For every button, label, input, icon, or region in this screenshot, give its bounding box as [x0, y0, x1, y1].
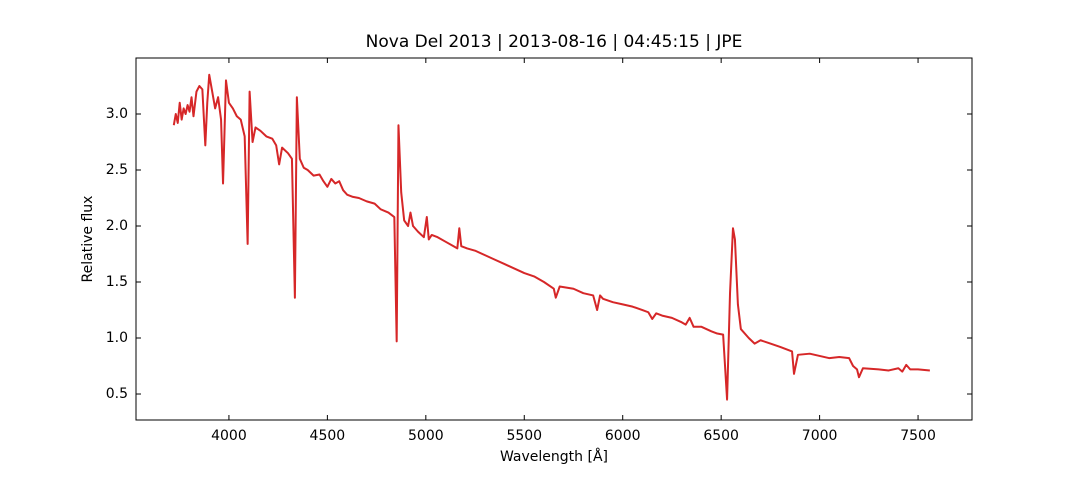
y-tick-label: 1.5 — [106, 274, 128, 290]
x-axis-label: Wavelength [Å] — [500, 448, 608, 465]
y-tick-label: 2.5 — [106, 162, 128, 178]
x-tick-label: 5500 — [506, 428, 542, 444]
x-tick-label: 4000 — [211, 428, 247, 444]
y-tick-label: 1.0 — [106, 330, 128, 346]
spectrum-line — [172, 73, 930, 401]
x-tick-label: 7000 — [802, 428, 838, 444]
y-axis-label: Relative flux — [80, 196, 96, 283]
x-tick-label: 6500 — [703, 428, 739, 444]
x-tick-label: 6000 — [605, 428, 641, 444]
chart-title: Nova Del 2013 | 2013-08-16 | 04:45:15 | … — [366, 32, 743, 52]
x-tick-label: 4500 — [310, 428, 346, 444]
y-tick-label: 2.0 — [106, 218, 128, 234]
plot-frame — [135, 57, 973, 421]
y-tick-label: 0.5 — [106, 386, 128, 402]
y-tick-label: 3.0 — [106, 106, 128, 122]
x-tick-label: 5000 — [408, 428, 444, 444]
x-tick-label: 7500 — [900, 428, 936, 444]
